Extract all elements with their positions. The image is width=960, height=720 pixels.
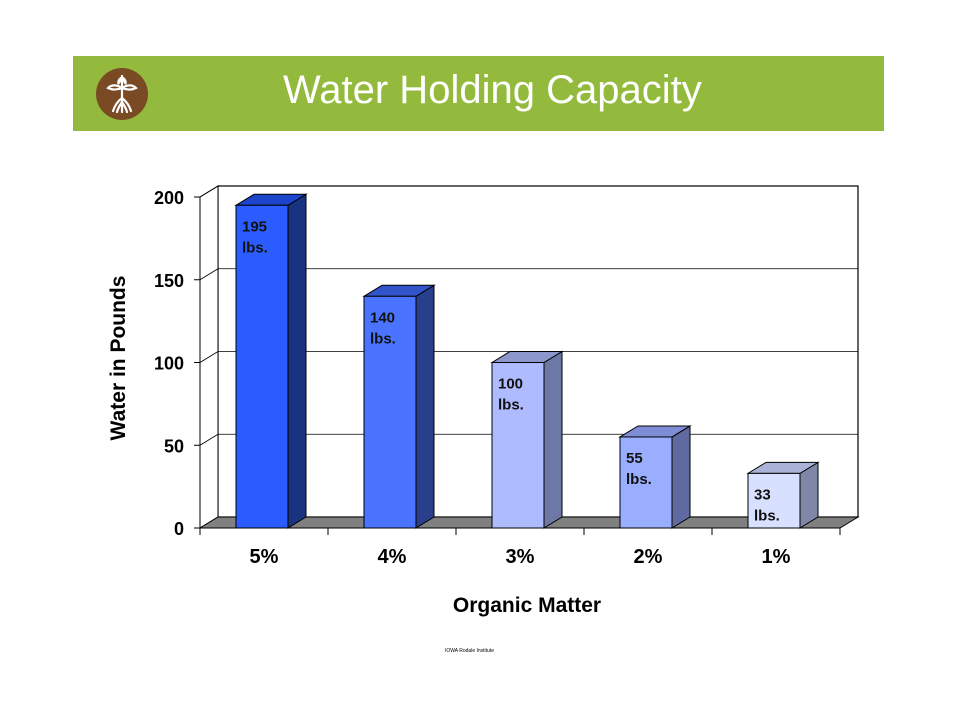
data-label: 195 <box>242 218 267 235</box>
bar <box>491 362 545 529</box>
y-tick-label: 200 <box>154 188 184 208</box>
data-label: lbs. <box>370 330 396 347</box>
footnote: IOWA Rodale Institute <box>445 648 495 654</box>
bar-side <box>287 193 307 529</box>
y-tick-label: 150 <box>154 271 184 291</box>
x-tick-label: 3% <box>506 546 535 568</box>
x-tick-label: 1% <box>762 546 791 568</box>
y-axis-title: Water in Pounds <box>107 276 130 441</box>
header-banner <box>73 56 884 131</box>
bar <box>363 295 417 529</box>
bar-side <box>671 425 691 529</box>
y-tick-label: 100 <box>154 354 184 374</box>
gridline-side <box>199 351 219 363</box>
bar <box>619 436 673 529</box>
x-axis-title: Organic Matter <box>453 594 601 617</box>
data-label: lbs. <box>242 239 268 256</box>
gridline-side <box>199 268 219 281</box>
data-label: 140 <box>370 309 395 326</box>
bar <box>747 472 801 529</box>
data-label: 55 <box>626 450 643 467</box>
bar <box>235 204 289 529</box>
bar-side <box>415 284 435 529</box>
x-tick-label: 4% <box>378 546 407 568</box>
page-title: Water Holding Capacity <box>283 68 702 112</box>
x-tick-label: 2% <box>634 546 663 568</box>
gridline-side <box>199 185 219 198</box>
gridline-side <box>199 433 219 446</box>
data-label: lbs. <box>626 471 652 488</box>
data-label: lbs. <box>498 397 524 414</box>
data-label: 100 <box>498 376 523 393</box>
data-label: lbs. <box>754 507 780 524</box>
sprout-roots-icon <box>96 68 148 120</box>
bar-side <box>543 350 563 529</box>
x-tick-label: 5% <box>250 546 279 568</box>
data-label: 33 <box>754 486 771 503</box>
y-tick-label: 0 <box>174 519 184 539</box>
y-tick-label: 50 <box>164 436 184 456</box>
